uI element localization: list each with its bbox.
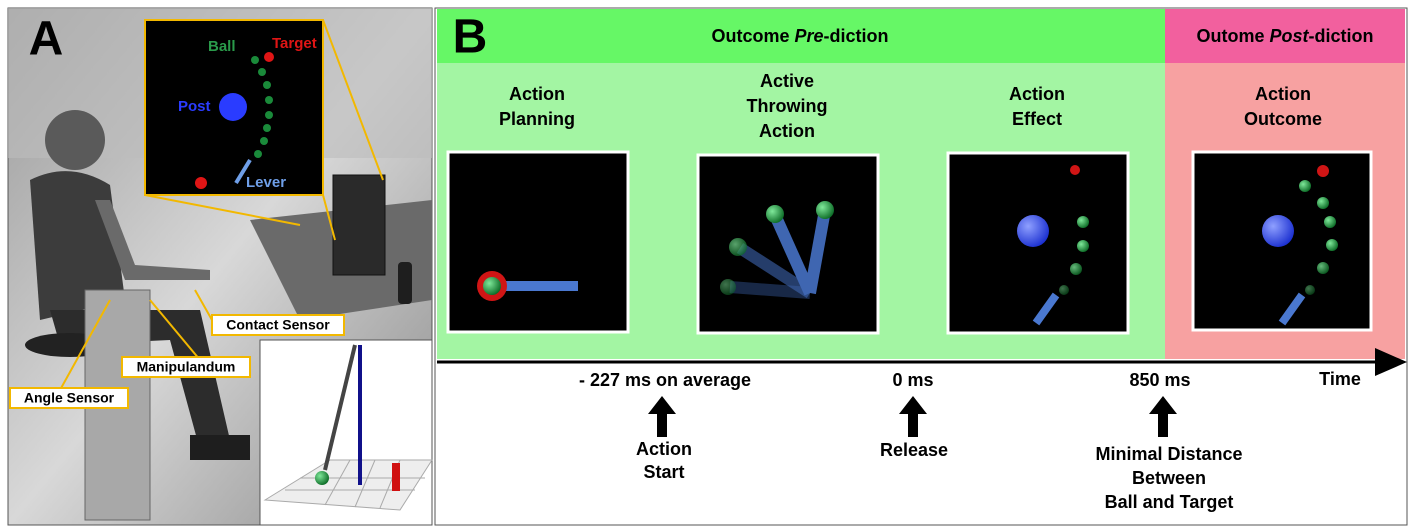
model-ball [315,471,329,485]
stage-title: Throwing [747,96,828,116]
callout-box [9,387,129,409]
event-label: Ball and Target [1105,492,1234,512]
model-target [392,463,400,491]
event-label: Action [636,439,692,459]
callout-box [211,314,345,336]
stage-title: Action [759,121,815,141]
panel-label: B [453,11,488,64]
ball-trajectory [251,56,273,158]
zoom-line [144,194,301,226]
postdiction-header [1165,9,1405,63]
ball [816,201,834,219]
stage-title: Action [1255,84,1311,104]
arm [95,200,210,280]
ball-label: Ball [208,38,236,55]
stage-title: Planning [499,109,575,129]
screen [446,150,630,334]
prediction-header [437,9,1165,63]
header-text: -diction [1309,26,1374,46]
panel-label: A [29,13,64,66]
stage-title: Effect [1012,109,1062,129]
header-title: Outome Post-diction [1196,26,1373,46]
stage-title: Outcome [1244,109,1322,129]
callout-label: Manipulandum [137,359,236,375]
target-dot [264,52,274,62]
callout-box [121,356,251,378]
header-text: Pre [794,26,823,46]
start-dot [195,177,207,189]
header-text: Post [1270,26,1310,46]
event-label: Between [1132,468,1206,488]
time-label: - 227 ms on average [579,370,751,390]
footrest [190,435,250,460]
head [45,110,105,170]
time-label: 0 ms [892,370,933,390]
header-text: Outome [1196,26,1269,46]
panel-a: Ball Target Post Lever Contact Sensor Ma… [7,7,433,526]
time-label: 850 ms [1129,370,1190,390]
lever-line [234,158,252,185]
header-text: -diction [824,26,889,46]
event-label: Minimal Distance [1095,444,1242,464]
event-arrows [648,396,1177,437]
post [1262,215,1294,247]
callout-line [149,299,201,361]
speaker [398,262,412,304]
ball [766,205,784,223]
target [1070,165,1080,175]
legs [50,310,230,450]
event-label: Release [880,440,948,460]
ball [483,277,501,295]
ball-trail [1299,180,1338,295]
stage-title: Active [760,71,814,91]
zoom-line [322,19,384,181]
lever-sweep [729,208,831,299]
axis-label: Time [1319,369,1361,389]
callout-label: Contact Sensor [226,317,330,333]
post [1017,215,1049,247]
post-label: Post [178,98,211,115]
panel-b: Outcome Pre-diction Outome Post-diction … [434,7,1408,526]
ball [729,238,747,256]
target [1317,165,1329,177]
lever-label: Lever [246,174,286,191]
callout-line [59,299,111,391]
zoom-line [322,194,336,241]
header-title: Outcome Pre-diction [711,26,888,46]
callout-label: Angle Sensor [24,390,115,406]
event-label: Start [643,462,684,482]
stage-title: Action [509,84,565,104]
lever [1032,292,1060,326]
callout-line [194,289,213,321]
lever [1278,292,1306,326]
target-label: Target [272,35,317,52]
post-circle [219,93,247,121]
model-lever [323,344,357,471]
lever [492,281,578,291]
ball [720,279,736,295]
monitor [332,174,386,276]
timeline-arrowhead [1375,348,1407,376]
stage-title: Action [1009,84,1065,104]
header-text: Outcome [711,26,794,46]
ball-trail [1059,216,1089,295]
